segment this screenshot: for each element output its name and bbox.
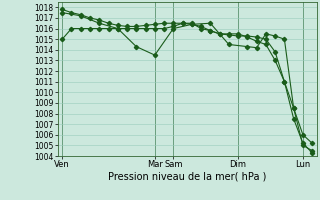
X-axis label: Pression niveau de la mer( hPa ): Pression niveau de la mer( hPa ) [108, 172, 266, 182]
